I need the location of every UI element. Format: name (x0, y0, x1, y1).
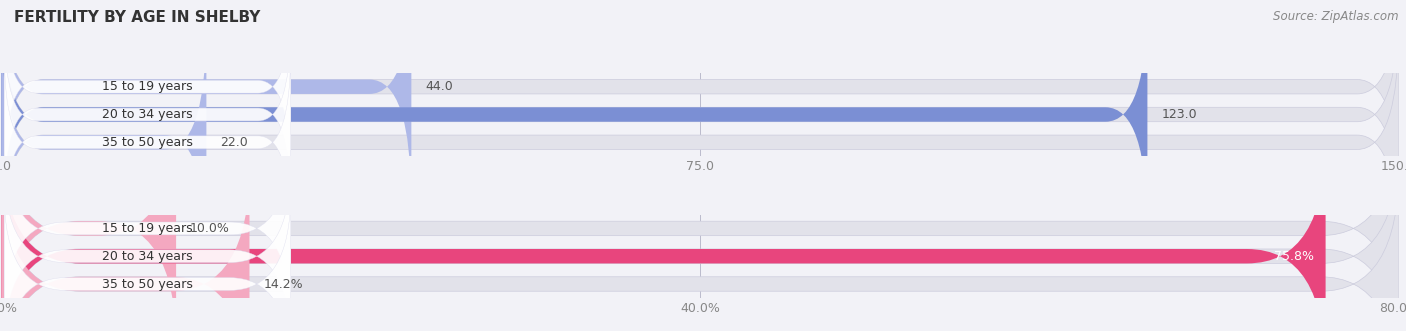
FancyBboxPatch shape (4, 138, 291, 319)
Text: 20 to 34 years: 20 to 34 years (103, 250, 193, 263)
FancyBboxPatch shape (1, 111, 176, 331)
FancyBboxPatch shape (1, 0, 1399, 232)
FancyBboxPatch shape (1, 138, 1326, 331)
FancyBboxPatch shape (1, 0, 1147, 232)
Text: 20 to 34 years: 20 to 34 years (103, 108, 193, 121)
Text: 10.0%: 10.0% (190, 222, 231, 235)
FancyBboxPatch shape (1, 24, 207, 260)
FancyBboxPatch shape (4, 24, 291, 205)
Text: 123.0: 123.0 (1161, 108, 1197, 121)
FancyBboxPatch shape (4, 51, 291, 233)
Text: 35 to 50 years: 35 to 50 years (103, 136, 193, 149)
FancyBboxPatch shape (4, 166, 291, 331)
FancyBboxPatch shape (1, 0, 1399, 205)
FancyBboxPatch shape (4, 193, 291, 331)
Text: 22.0: 22.0 (221, 136, 247, 149)
Text: FERTILITY BY AGE IN SHELBY: FERTILITY BY AGE IN SHELBY (14, 10, 260, 25)
FancyBboxPatch shape (1, 166, 249, 331)
Text: 44.0: 44.0 (426, 80, 453, 93)
Text: Source: ZipAtlas.com: Source: ZipAtlas.com (1274, 10, 1399, 23)
Text: 75.8%: 75.8% (1274, 250, 1315, 263)
Text: 14.2%: 14.2% (263, 277, 304, 291)
FancyBboxPatch shape (1, 166, 1399, 331)
FancyBboxPatch shape (1, 138, 1399, 331)
FancyBboxPatch shape (4, 0, 291, 177)
FancyBboxPatch shape (1, 111, 1399, 331)
FancyBboxPatch shape (1, 24, 1399, 260)
Text: 15 to 19 years: 15 to 19 years (103, 80, 193, 93)
FancyBboxPatch shape (1, 0, 412, 205)
Text: 15 to 19 years: 15 to 19 years (103, 222, 193, 235)
Text: 35 to 50 years: 35 to 50 years (103, 277, 193, 291)
